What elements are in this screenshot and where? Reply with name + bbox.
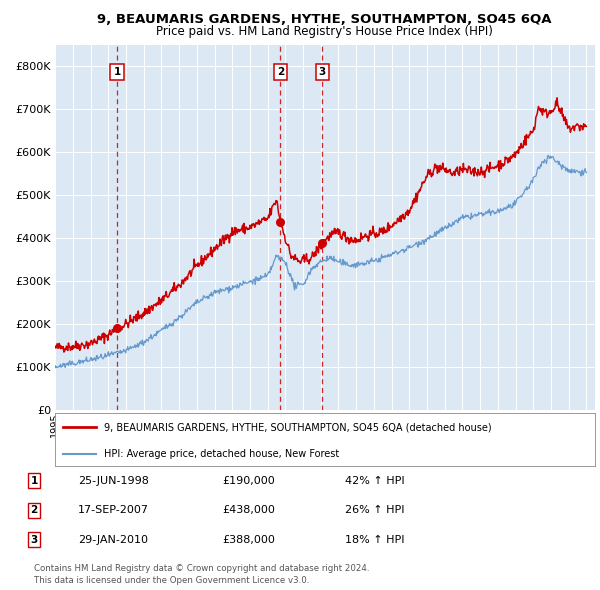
Text: Price paid vs. HM Land Registry's House Price Index (HPI): Price paid vs. HM Land Registry's House …: [155, 25, 493, 38]
Text: 2: 2: [277, 67, 284, 77]
Text: £388,000: £388,000: [222, 535, 275, 545]
Text: 9, BEAUMARIS GARDENS, HYTHE, SOUTHAMPTON, SO45 6QA (detached house): 9, BEAUMARIS GARDENS, HYTHE, SOUTHAMPTON…: [104, 422, 491, 432]
Text: 17-SEP-2007: 17-SEP-2007: [78, 506, 149, 515]
Text: 1: 1: [113, 67, 121, 77]
Text: 25-JUN-1998: 25-JUN-1998: [78, 476, 149, 486]
Text: £190,000: £190,000: [222, 476, 275, 486]
Text: 18% ↑ HPI: 18% ↑ HPI: [345, 535, 404, 545]
Text: 29-JAN-2010: 29-JAN-2010: [78, 535, 148, 545]
Text: 42% ↑ HPI: 42% ↑ HPI: [345, 476, 404, 486]
Text: 3: 3: [31, 535, 38, 545]
Text: 1: 1: [31, 476, 38, 486]
Text: Contains HM Land Registry data © Crown copyright and database right 2024.
This d: Contains HM Land Registry data © Crown c…: [34, 564, 370, 585]
Text: 3: 3: [319, 67, 326, 77]
Text: HPI: Average price, detached house, New Forest: HPI: Average price, detached house, New …: [104, 449, 339, 459]
Text: 9, BEAUMARIS GARDENS, HYTHE, SOUTHAMPTON, SO45 6QA: 9, BEAUMARIS GARDENS, HYTHE, SOUTHAMPTON…: [97, 13, 551, 26]
Text: £438,000: £438,000: [222, 506, 275, 515]
Text: 2: 2: [31, 506, 38, 515]
Text: 26% ↑ HPI: 26% ↑ HPI: [345, 506, 404, 515]
